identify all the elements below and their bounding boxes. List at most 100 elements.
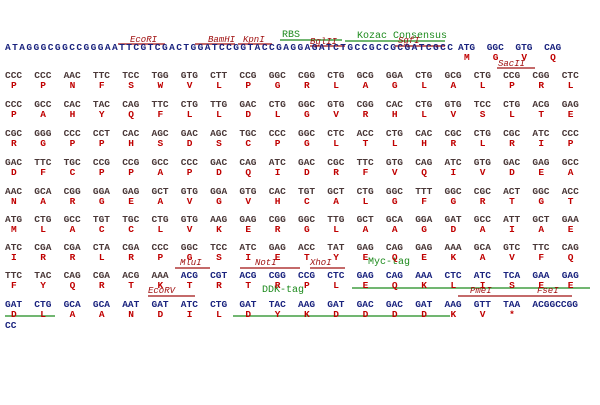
codon: GAC — [298, 157, 315, 168]
codon: CAG — [562, 242, 579, 253]
codon: TTC — [532, 242, 549, 253]
amino-acid: E — [245, 224, 251, 235]
codon: ACC — [357, 128, 374, 139]
amino-acid: P — [99, 138, 105, 149]
codon: GAC — [210, 157, 227, 168]
codon: GGG — [34, 128, 51, 139]
amino-acid: R — [70, 252, 76, 263]
amino-acid: G — [304, 138, 310, 149]
amino-acid: L — [99, 252, 105, 263]
amino-acid: * — [509, 309, 515, 320]
amino-acid: E — [568, 224, 574, 235]
codon: GGA — [210, 186, 227, 197]
amino-acid: P — [158, 252, 164, 263]
amino-acid: A — [99, 309, 105, 320]
codon: CCC — [64, 128, 81, 139]
amino-acid: A — [568, 167, 574, 178]
codon: TCA — [503, 270, 520, 281]
amino-acid: F — [11, 280, 17, 291]
amino-acid: V — [187, 224, 193, 235]
amino-acid: A — [363, 80, 369, 91]
amino-acid: T — [304, 252, 310, 263]
amino-acid: Q — [245, 167, 251, 178]
amino-acid: F — [363, 167, 369, 178]
amino-acid: P — [187, 167, 193, 178]
codon: GTG — [181, 70, 198, 81]
codon: GAT — [5, 299, 22, 310]
codon: CCG — [93, 157, 110, 168]
amino-acid: V — [509, 252, 515, 263]
codon: ATG — [458, 42, 475, 53]
amino-acid: S — [216, 138, 222, 149]
codon: CGC — [445, 128, 462, 139]
amino-acid: V — [333, 109, 339, 120]
amino-acid: V — [187, 80, 193, 91]
amino-acid: Q — [421, 167, 427, 178]
codon: GCC — [562, 157, 579, 168]
codon: GTG — [515, 42, 532, 53]
codon: TTG — [327, 214, 344, 225]
codon: CTC — [445, 270, 462, 281]
amino-acid: I — [451, 167, 457, 178]
codon: CAC — [122, 128, 139, 139]
amino-acid: G — [275, 80, 281, 91]
restriction-site: BglII — [310, 37, 338, 47]
amino-acid: M — [464, 52, 470, 63]
amino-acid: T — [187, 280, 193, 291]
codon: CAG — [239, 157, 256, 168]
codon: GAG — [562, 99, 579, 110]
codon: TTG — [210, 99, 227, 110]
codon: CGG — [298, 70, 315, 81]
amino-acid: L — [216, 109, 222, 120]
codon: GGA — [386, 70, 403, 81]
amino-acid: G — [392, 196, 398, 207]
codon: CTG — [357, 186, 374, 197]
codon: GCC — [152, 157, 169, 168]
amino-acid: E — [568, 280, 574, 291]
codon: GAT — [327, 299, 344, 310]
codon: ACG — [181, 270, 198, 281]
codon: GAA — [532, 270, 549, 281]
codon: AAG — [445, 299, 462, 310]
amino-acid: C — [99, 224, 105, 235]
codon: GCG — [445, 70, 462, 81]
amino-acid: D — [11, 167, 17, 178]
amino-acid: I — [538, 138, 544, 149]
codon: CGG — [269, 214, 286, 225]
codon: GCA — [474, 242, 491, 253]
amino-acid: R — [11, 138, 17, 149]
amino-acid: L — [40, 224, 46, 235]
codon: CAG — [415, 157, 432, 168]
amino-acid: T — [568, 196, 574, 207]
codon: TTT — [415, 186, 432, 197]
codon: TTC — [34, 157, 51, 168]
amino-acid: V — [480, 167, 486, 178]
amino-acid: L — [187, 109, 193, 120]
amino-acid: D — [304, 167, 310, 178]
codon: GTG — [239, 186, 256, 197]
codon: TGT — [298, 186, 315, 197]
amino-acid: N — [11, 196, 17, 207]
codon: CGG — [357, 99, 374, 110]
amino-acid: I — [187, 309, 193, 320]
amino-acid: L — [333, 138, 339, 149]
amino-acid: L — [363, 196, 369, 207]
codon: CTG — [503, 99, 520, 110]
amino-acid: F — [158, 109, 164, 120]
amino-acid: R — [128, 252, 134, 263]
restriction-site: KpnI — [243, 35, 265, 45]
amino-acid: S — [216, 252, 222, 263]
codon: CCC — [269, 128, 286, 139]
codon: GAG — [122, 186, 139, 197]
amino-acid: R — [70, 196, 76, 207]
codon: TGC — [122, 214, 139, 225]
codon: CAG — [386, 242, 403, 253]
amino-acid: R — [99, 280, 105, 291]
amino-acid: K — [158, 280, 164, 291]
codon: TTC — [357, 157, 374, 168]
amino-acid: T — [363, 138, 369, 149]
codon: ATC — [532, 128, 549, 139]
amino-acid: D — [158, 309, 164, 320]
amino-acid: D — [509, 167, 515, 178]
